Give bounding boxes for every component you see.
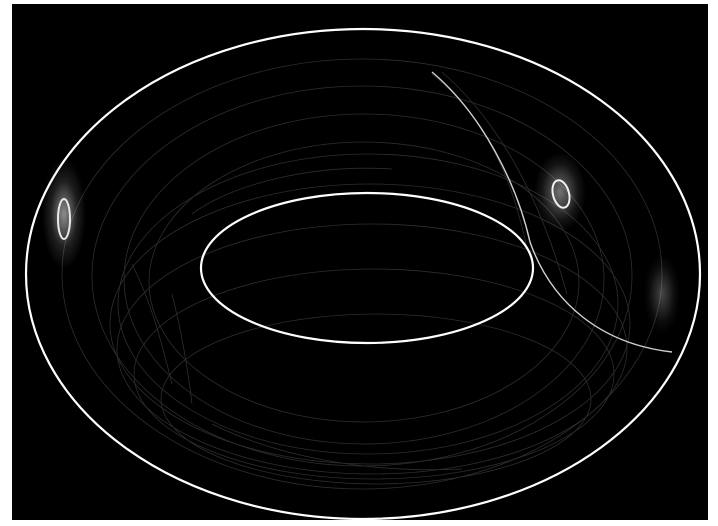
torus-edge-image [25, 27, 701, 520]
render-panel [12, 4, 708, 520]
occlusion-edge-curve [431, 71, 673, 353]
right-glare-glow [534, 152, 586, 232]
right-edge-glow [644, 254, 680, 334]
left-glare-glow [42, 159, 86, 269]
inner-hole-edge [199, 191, 535, 345]
right-specular-ring [551, 179, 571, 209]
outer-torus-edge [25, 27, 701, 520]
left-specular-ring [57, 198, 71, 240]
surface-contour-lines [61, 58, 663, 490]
